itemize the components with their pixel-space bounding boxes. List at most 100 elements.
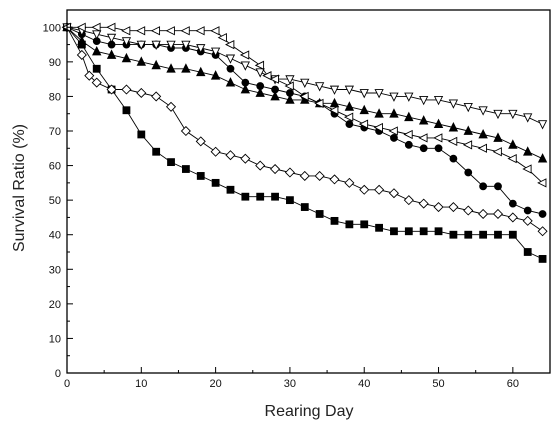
data-point xyxy=(537,153,548,163)
data-point xyxy=(345,220,354,229)
data-point xyxy=(255,68,265,78)
data-point xyxy=(122,106,131,115)
y-tick-label: 40 xyxy=(49,230,61,242)
data-point xyxy=(150,26,161,36)
data-point xyxy=(538,255,547,263)
data-point xyxy=(374,184,385,195)
data-point xyxy=(314,98,324,108)
data-point xyxy=(91,22,101,32)
data-point xyxy=(389,108,399,118)
data-point xyxy=(196,172,205,180)
data-point xyxy=(448,202,459,213)
y-tick-label: 50 xyxy=(49,195,61,207)
data-point xyxy=(522,215,533,226)
data-point xyxy=(507,212,518,223)
data-point xyxy=(165,26,175,36)
data-point xyxy=(106,84,117,95)
data-point xyxy=(390,134,398,142)
data-point xyxy=(537,178,547,188)
data-point xyxy=(165,101,177,112)
data-point xyxy=(225,150,236,161)
data-point xyxy=(404,140,413,149)
data-point xyxy=(92,45,102,56)
data-point xyxy=(538,210,547,218)
data-point xyxy=(419,96,429,106)
data-point xyxy=(181,40,191,50)
data-point xyxy=(121,26,131,36)
data-point xyxy=(226,185,235,194)
data-point xyxy=(434,227,443,236)
data-point xyxy=(478,128,488,139)
data-point xyxy=(434,144,443,153)
data-point xyxy=(492,208,504,220)
data-point xyxy=(195,136,206,147)
data-point xyxy=(419,144,428,153)
data-point xyxy=(537,120,548,130)
data-point xyxy=(135,26,146,36)
data-point xyxy=(136,40,146,50)
y-tick-label: 10 xyxy=(49,333,61,345)
data-point xyxy=(211,178,220,187)
data-point xyxy=(537,226,548,237)
y-axis-title: Survival Ratio (%) xyxy=(11,124,28,252)
data-point xyxy=(359,184,370,195)
data-point xyxy=(167,158,175,167)
data-point xyxy=(418,198,429,209)
y-tick-label: 80 xyxy=(49,91,61,103)
data-point xyxy=(151,59,161,70)
series-line xyxy=(66,27,543,232)
data-point xyxy=(226,64,235,73)
data-point xyxy=(329,97,340,108)
data-point xyxy=(166,63,176,73)
data-point xyxy=(210,70,221,80)
x-tick-label: 60 xyxy=(507,378,519,390)
data-point xyxy=(151,40,161,50)
data-point xyxy=(239,50,250,60)
data-point xyxy=(106,22,116,32)
data-point xyxy=(404,227,413,236)
data-point xyxy=(433,202,444,213)
y-tick-label: 90 xyxy=(49,57,61,69)
data-point xyxy=(404,92,414,102)
data-point xyxy=(508,230,517,239)
data-point xyxy=(447,136,458,146)
data-point xyxy=(508,109,518,120)
data-point xyxy=(359,104,369,115)
data-point xyxy=(285,94,295,104)
data-point xyxy=(360,220,369,229)
data-point xyxy=(284,81,294,91)
data-point xyxy=(180,125,191,137)
data-point xyxy=(523,248,532,256)
data-point xyxy=(121,52,132,63)
series-filled-square xyxy=(63,23,547,263)
data-point xyxy=(329,105,339,115)
data-point xyxy=(448,99,459,109)
data-point xyxy=(262,71,272,81)
x-tick-label: 30 xyxy=(284,378,296,390)
y-axis: 0 10 20 30 40 50 60 70 80 90 100 xyxy=(43,22,73,380)
data-point xyxy=(418,115,429,125)
data-point xyxy=(418,133,428,143)
data-point xyxy=(286,196,294,205)
y-tick-label: 70 xyxy=(49,126,61,138)
data-point xyxy=(358,119,369,129)
series-filled-circle xyxy=(63,23,547,218)
data-point xyxy=(523,206,532,215)
data-point xyxy=(449,154,458,163)
data-point xyxy=(388,126,398,136)
data-point xyxy=(315,210,324,218)
data-point xyxy=(196,44,206,54)
data-point xyxy=(433,133,443,143)
data-point xyxy=(269,74,279,84)
data-point xyxy=(330,216,339,225)
data-point xyxy=(121,37,132,47)
series-line xyxy=(66,26,543,215)
data-point xyxy=(121,84,132,95)
data-point xyxy=(225,77,236,87)
series-layer xyxy=(61,21,548,263)
data-point xyxy=(359,89,369,99)
data-point xyxy=(479,182,488,191)
data-point xyxy=(419,227,428,236)
data-point xyxy=(166,40,176,50)
